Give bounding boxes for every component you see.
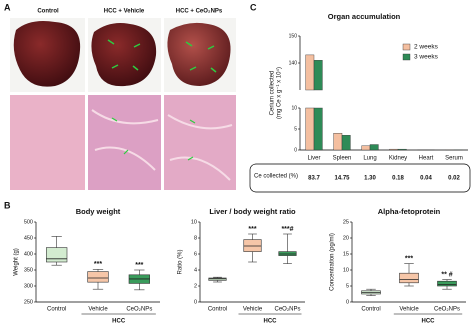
annotation: ** # bbox=[441, 271, 452, 278]
y-tick-label: 25 bbox=[343, 219, 349, 225]
x-tick-label: Control bbox=[208, 307, 227, 313]
table-cell: 1.30 bbox=[364, 176, 376, 182]
x-tick-label: Lung bbox=[363, 156, 376, 162]
group-label: HCC bbox=[264, 319, 278, 325]
bar bbox=[313, 60, 323, 91]
y-tick-label: 300 bbox=[24, 283, 33, 289]
y-axis-label: (mg Ce x g⁻¹ x 10⁴) bbox=[276, 67, 283, 119]
y-tick-label: 500 bbox=[24, 219, 33, 225]
x-tick-label: Spleen bbox=[333, 156, 352, 162]
x-tick-label: Serum bbox=[445, 156, 463, 162]
bar bbox=[397, 148, 407, 151]
y-tick-label: 350 bbox=[24, 267, 33, 273]
chart-title: Organ accumulation bbox=[328, 12, 401, 21]
y-tick-label: 250 bbox=[24, 299, 33, 305]
table-cell: 14.75 bbox=[334, 176, 350, 182]
y-tick-label: 10 bbox=[191, 219, 197, 225]
y-tick-label: 5 bbox=[346, 283, 349, 289]
table-cell: 0.04 bbox=[420, 176, 432, 182]
x-tick-label: Kidney bbox=[389, 156, 407, 162]
bar bbox=[333, 132, 343, 151]
y-tick-label: 0 bbox=[294, 147, 297, 153]
annotation: ***# bbox=[281, 226, 293, 233]
legend-swatch bbox=[402, 43, 411, 51]
y-tick-label: 400 bbox=[24, 251, 33, 257]
column-header: HCC + Vehicle bbox=[104, 9, 145, 15]
legend-swatch bbox=[402, 53, 411, 61]
y-tick-label: 4 bbox=[194, 267, 197, 273]
panel-label: C bbox=[250, 2, 257, 12]
chart-title: Liver / body weight ratio bbox=[209, 207, 296, 216]
box bbox=[46, 247, 68, 263]
y-axis-label: Cerium collected bbox=[270, 71, 276, 116]
x-tick-label: Liver bbox=[307, 156, 320, 162]
y-tick-label: 150 bbox=[289, 33, 298, 39]
y-tick-label: 5 bbox=[294, 126, 297, 132]
x-tick-label: Control bbox=[361, 307, 380, 313]
group-label: HCC bbox=[112, 319, 126, 325]
liver-photos bbox=[10, 18, 236, 92]
legend-label: 3 weeks bbox=[414, 54, 439, 61]
box bbox=[87, 271, 109, 283]
y-tick-label: 10 bbox=[343, 267, 349, 273]
y-tick-label: 140 bbox=[289, 60, 298, 66]
box bbox=[208, 277, 227, 281]
y-tick-label: 8 bbox=[194, 235, 197, 241]
chart-title: Alpha-fetoprotein bbox=[378, 207, 441, 216]
bar bbox=[305, 54, 315, 91]
panel-label: A bbox=[4, 2, 11, 12]
bar bbox=[361, 145, 371, 151]
y-tick-label: 20 bbox=[343, 235, 349, 241]
y-tick-label: 2 bbox=[194, 283, 197, 289]
panel-label: B bbox=[4, 200, 11, 210]
column-header: HCC + CeO₂NPs bbox=[176, 9, 223, 15]
legend-label: 2 weeks bbox=[414, 44, 439, 51]
box bbox=[437, 280, 457, 287]
x-tick-label: Control bbox=[47, 307, 66, 313]
annotation: *** bbox=[94, 261, 102, 268]
x-tick-label: CeO₂NPs bbox=[274, 307, 300, 313]
y-tick-label: 6 bbox=[194, 251, 197, 257]
y-axis-label: Concentration (pg/ml) bbox=[330, 233, 336, 291]
box bbox=[399, 272, 419, 284]
table-cell: 0.02 bbox=[448, 176, 460, 182]
y-axis-label: Ratio (%) bbox=[178, 249, 184, 274]
table-label: Ce collected (%) bbox=[254, 174, 298, 180]
y-axis-label: Weight (g) bbox=[14, 248, 20, 276]
bar bbox=[389, 148, 399, 151]
table-cell: 0.18 bbox=[392, 176, 404, 182]
y-tick-label: 15 bbox=[343, 251, 349, 257]
table-frame bbox=[249, 163, 471, 193]
table-cell: 83.7 bbox=[308, 176, 320, 182]
y-tick-label: 450 bbox=[24, 235, 33, 241]
x-tick-label: CeO₂NPs bbox=[126, 307, 152, 313]
annotation: *** bbox=[405, 255, 413, 262]
annotation: *** bbox=[135, 262, 143, 269]
x-tick-label: CeO₂NPs bbox=[434, 307, 460, 313]
x-tick-label: Vehicle bbox=[243, 307, 263, 313]
bar bbox=[305, 107, 315, 151]
x-tick-label: Heart bbox=[419, 156, 434, 162]
bar bbox=[369, 144, 379, 151]
y-tick-label: 10 bbox=[291, 105, 297, 111]
group-label: HCC bbox=[422, 319, 436, 325]
bar bbox=[341, 135, 351, 151]
column-header: Control bbox=[37, 9, 59, 15]
x-tick-label: Vehicle bbox=[88, 307, 108, 313]
bar bbox=[313, 107, 323, 151]
y-tick-label: 0 bbox=[194, 299, 197, 305]
y-tick-label: 0 bbox=[346, 299, 349, 305]
x-tick-label: Vehicle bbox=[399, 307, 419, 313]
annotation: *** bbox=[248, 226, 256, 233]
chart-title: Body weight bbox=[76, 207, 121, 216]
histology-images bbox=[10, 95, 236, 190]
